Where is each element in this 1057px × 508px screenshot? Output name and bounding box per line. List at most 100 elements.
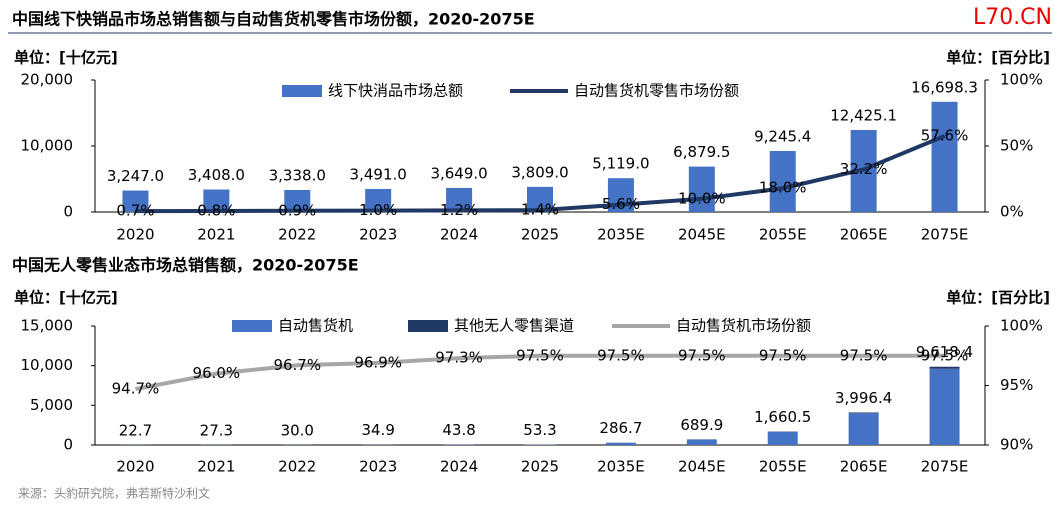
x-tick-label: 2024: [440, 458, 478, 476]
bar-value-label: 3,247.0: [107, 167, 164, 185]
y-tick-label: 10,000: [21, 137, 74, 155]
x-tick-label: 2035E: [597, 458, 645, 476]
x-tick-label: 2021: [197, 226, 235, 244]
bar-value-label: 3,649.0: [430, 164, 487, 182]
legend-swatch: [232, 320, 272, 332]
x-tick-label: 2025: [521, 458, 559, 476]
x-tick-label: 2065E: [840, 226, 888, 244]
line-value-label: 94.7%: [112, 380, 160, 398]
bar: [284, 189, 311, 212]
bar-value-label: 30.0: [281, 421, 314, 439]
line-value-label: 96.0%: [193, 364, 241, 382]
bar-value-label: 22.7: [119, 421, 152, 439]
y-tick-label: 5,000: [30, 396, 73, 414]
bar: [122, 190, 149, 212]
line-value-label: 5.6%: [602, 195, 640, 213]
x-tick-label: 2055E: [759, 458, 807, 476]
share-line: [135, 134, 946, 214]
legend-label: 自动售货机: [278, 317, 353, 335]
legend-swatch: [408, 320, 448, 332]
bar-value-label: 6,879.5: [673, 143, 730, 161]
y-tick-label: 20,000: [21, 71, 74, 89]
bar: [605, 442, 636, 445]
line-value-label: 97.3%: [435, 349, 483, 367]
x-tick-label: 2020: [116, 226, 154, 244]
bar: [929, 368, 960, 445]
y2-tick-label: 100%: [1000, 317, 1043, 335]
chart-title: 中国无人零售业态市场总销售额，2020-2075E: [12, 256, 359, 275]
bar-value-label: 3,996.4: [835, 389, 892, 407]
watermark: L70.CN: [973, 5, 1052, 30]
bar: [365, 188, 392, 212]
bar-value-label: 43.8: [442, 421, 475, 439]
bar: [931, 101, 958, 212]
line-value-label: 97.5%: [921, 346, 969, 364]
line-value-label: 18.0%: [759, 179, 807, 197]
line-value-label: 32.2%: [840, 160, 888, 178]
bar: [929, 366, 960, 369]
x-tick-label: 2045E: [678, 226, 726, 244]
line-value-label: 0.9%: [278, 201, 316, 219]
bar-value-label: 3,809.0: [511, 163, 568, 181]
bar: [769, 150, 796, 212]
bar: [688, 166, 715, 212]
bar: [848, 412, 879, 414]
x-tick-label: 2045E: [678, 458, 726, 476]
legend-label: 线下快消品市场总额: [328, 82, 463, 100]
line-value-label: 1.0%: [359, 201, 397, 219]
x-tick-label: 2024: [440, 226, 478, 244]
bar-value-label: 3,491.0: [350, 165, 407, 183]
bar-value-label: 34.9: [361, 421, 394, 439]
x-tick-label: 2022: [278, 226, 316, 244]
bar: [848, 413, 879, 445]
line-value-label: 1.4%: [521, 201, 559, 219]
y-tick-label: 0: [63, 203, 73, 221]
bar-value-label: 3,408.0: [188, 166, 245, 184]
line-value-label: 97.5%: [840, 346, 888, 364]
line-value-label: 0.7%: [116, 202, 154, 220]
x-tick-label: 2023: [359, 458, 397, 476]
line-value-label: 97.5%: [678, 346, 726, 364]
bar-value-label: 1,660.5: [754, 408, 811, 426]
legend-label: 自动售货机市场份额: [676, 317, 811, 335]
line-value-label: 57.6%: [921, 126, 969, 144]
x-tick-label: 2075E: [921, 226, 969, 244]
x-tick-label: 2035E: [597, 226, 645, 244]
line-value-label: 10.0%: [678, 189, 726, 207]
bar-value-label: 53.3: [523, 421, 556, 439]
line-value-label: 0.8%: [197, 201, 235, 219]
bar: [686, 439, 717, 445]
bar: [767, 431, 798, 445]
line-value-label: 97.5%: [516, 346, 564, 364]
chart-title: 中国线下快销品市场总销售额与自动售货机零售市场份额，2020-2075E: [12, 10, 535, 29]
y-axis-unit: 单位：[十亿元]: [14, 49, 118, 67]
source: 来源：头豹研究院，弗若斯特沙利文: [18, 486, 210, 501]
y2-tick-label: 95%: [1000, 376, 1033, 394]
line-value-label: 97.5%: [597, 346, 645, 364]
y2-tick-label: 50%: [1000, 137, 1033, 155]
x-tick-label: 2055E: [759, 226, 807, 244]
y2-tick-label: 100%: [1000, 71, 1043, 89]
y-tick-label: 10,000: [21, 356, 74, 374]
x-tick-label: 2022: [278, 458, 316, 476]
x-tick-label: 2025: [521, 226, 559, 244]
y2-tick-label: 0%: [1000, 203, 1024, 221]
bar-value-label: 5,119.0: [592, 155, 649, 173]
bar-value-label: 286.7: [599, 419, 642, 437]
bar-value-label: 3,338.0: [269, 166, 326, 184]
share-line: [135, 353, 945, 392]
legend-swatch: [282, 85, 322, 97]
y2-tick-label: 90%: [1000, 436, 1033, 454]
y-tick-label: 15,000: [21, 317, 74, 335]
x-tick-label: 2021: [197, 458, 235, 476]
line-value-label: 1.2%: [440, 201, 478, 219]
x-tick-label: 2023: [359, 226, 397, 244]
x-tick-label: 2075E: [921, 458, 969, 476]
bar-value-label: 9,245.4: [754, 127, 811, 145]
x-tick-label: 2020: [116, 458, 154, 476]
bar-value-label: 12,425.1: [830, 106, 897, 124]
bar: [203, 189, 230, 212]
line-value-label: 96.7%: [273, 356, 321, 374]
y-axis-unit: 单位：[十亿元]: [14, 289, 118, 307]
y2-axis-unit: 单位：[百分比]: [946, 49, 1050, 67]
